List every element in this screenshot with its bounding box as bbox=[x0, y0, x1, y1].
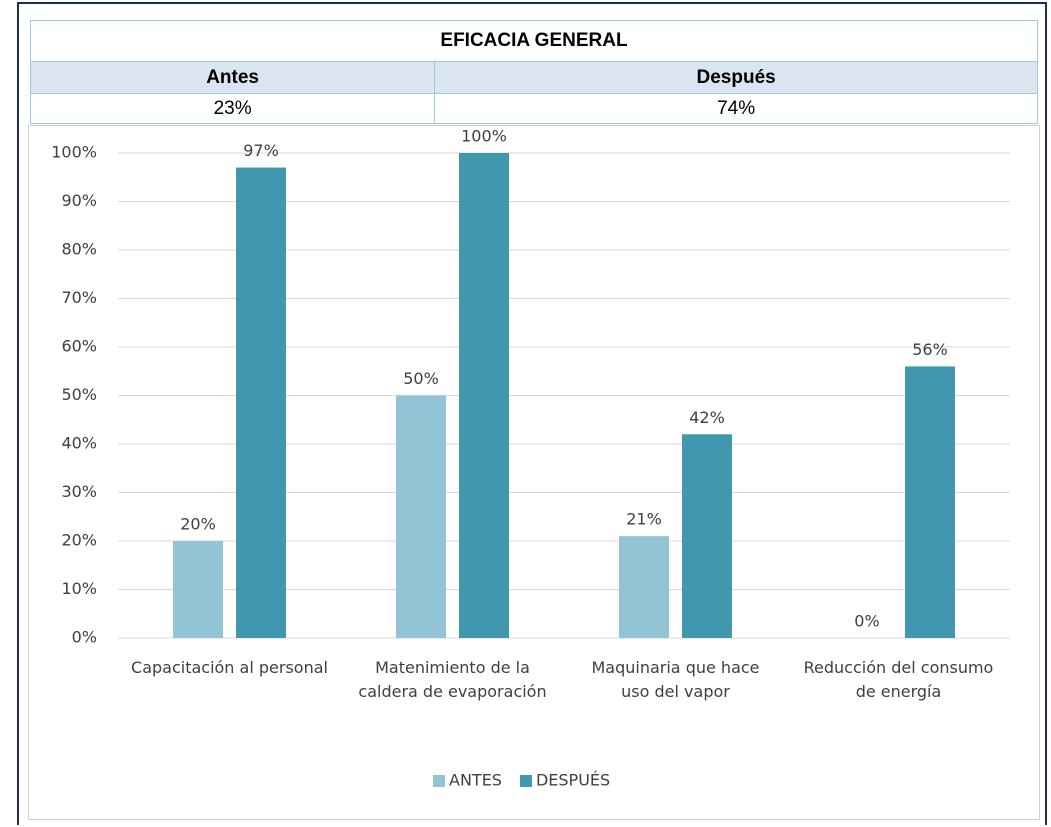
data-label: 20% bbox=[180, 515, 216, 534]
data-label: 50% bbox=[403, 369, 439, 388]
header-cell: Después bbox=[434, 61, 1038, 94]
y-tick-label: 10% bbox=[61, 579, 97, 598]
legend-swatch bbox=[519, 775, 532, 787]
y-tick-label: 70% bbox=[61, 288, 97, 307]
y-tick-label: 40% bbox=[61, 434, 97, 453]
y-tick-label: 0% bbox=[72, 628, 97, 647]
data-label: 97% bbox=[243, 141, 279, 160]
y-tick-label: 20% bbox=[61, 531, 97, 550]
y-tick-label: 30% bbox=[61, 482, 97, 501]
summary-table: EFICACIA GENERAL Antes Después 23% 74% bbox=[29, 20, 1038, 124]
data-label: 100% bbox=[461, 127, 507, 146]
bar bbox=[459, 153, 509, 638]
legend-label: DESPUÉS bbox=[536, 771, 610, 790]
value-cell: 74% bbox=[434, 93, 1038, 124]
legend-swatch bbox=[433, 775, 445, 787]
legend: ANTES DESPUÉS bbox=[433, 771, 610, 790]
bar bbox=[682, 434, 732, 638]
y-tick-label: 80% bbox=[61, 240, 97, 259]
bar bbox=[396, 395, 446, 638]
x-tick-label: Matenimiento de la caldera de evaporació… bbox=[358, 658, 547, 701]
y-tick-label: 100% bbox=[51, 143, 97, 162]
value-cell: 23% bbox=[29, 93, 436, 124]
data-label: 42% bbox=[689, 408, 725, 427]
x-tick-label: Maquinaria que hace uso del vapor bbox=[591, 658, 760, 701]
chart-box bbox=[28, 125, 1040, 820]
x-tick-label: Capacitación al personal bbox=[131, 658, 328, 677]
data-label: 0% bbox=[854, 612, 879, 631]
bar bbox=[905, 366, 955, 638]
x-tick-label: Reducción del consumo de energía bbox=[803, 658, 994, 701]
header-cell: Antes bbox=[29, 61, 436, 94]
legend-label: ANTES bbox=[449, 771, 502, 790]
y-tick-label: 60% bbox=[61, 337, 97, 356]
y-tick-label: 90% bbox=[61, 191, 97, 210]
bar bbox=[236, 167, 286, 639]
frame bbox=[17, 2, 1047, 825]
bar bbox=[619, 536, 669, 638]
bar bbox=[173, 541, 223, 638]
table-title: EFICACIA GENERAL bbox=[30, 20, 1038, 62]
data-label: 21% bbox=[626, 510, 662, 529]
y-tick-label: 50% bbox=[61, 385, 97, 404]
data-label: 56% bbox=[912, 340, 948, 359]
